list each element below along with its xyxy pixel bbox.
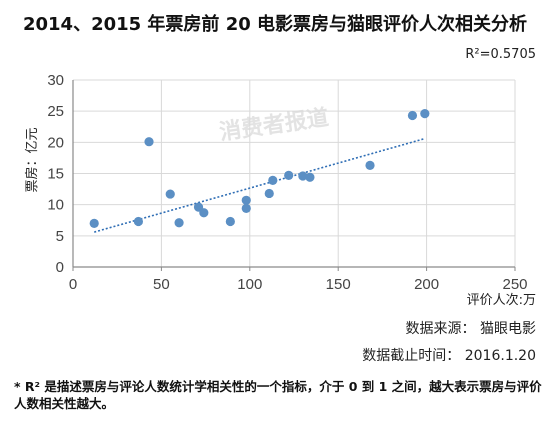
data-point [165,189,175,199]
data-point [365,160,375,170]
data-points [89,109,430,228]
grid [73,79,516,267]
data-point [199,208,209,218]
x-tick-label: 250 [502,276,527,293]
x-tick-label: 150 [326,276,351,293]
data-point [133,216,144,227]
x-tick-label: 0 [69,276,77,293]
x-axis-label: 评价人次:万 [467,292,536,308]
y-tick-label: 20 [47,134,64,151]
x-tick-label: 50 [153,276,170,293]
y-tick-label: 0 [56,259,64,276]
data-point [407,110,418,121]
x-tick-label: 200 [414,276,439,293]
y-tick-label: 25 [47,103,64,120]
data-point [241,203,251,214]
cutoff-date-text: 数据截止时间： 2016.1.20 [362,348,536,364]
source-text: 数据来源： 猫眼电影 [406,321,536,337]
tick-labels: 0 5 10 15 20 25 30 0 50 100 150 200 250 [47,72,527,293]
data-point [241,195,251,205]
data-point [298,171,308,181]
y-tick-label: 10 [47,197,64,214]
trendline [93,137,426,233]
data-point [144,137,154,147]
y-tick-label: 30 [47,72,64,89]
trendline-group [93,137,426,233]
data-point [174,218,184,228]
data-point [89,218,99,228]
chart-title: 2014、2015 年票房前 20 电影票房与猫眼评价人次相关分析 [23,13,527,35]
data-point [264,188,274,199]
footnote: * R² 是描述票房与评论人数统计学相关性的一个指标，介于 0 到 1 之间，越… [14,379,542,411]
data-point [225,216,235,227]
y-axis-label: 票房：亿元 [24,127,40,192]
data-point [284,170,294,180]
data-point [268,175,278,185]
data-point [420,109,430,119]
r-squared-label: R²=0.5705 [465,47,536,62]
x-tick-label: 100 [237,276,262,293]
y-tick-label: 15 [47,166,64,183]
axes [72,80,516,271]
data-point [305,172,315,182]
y-tick-label: 5 [56,228,64,245]
